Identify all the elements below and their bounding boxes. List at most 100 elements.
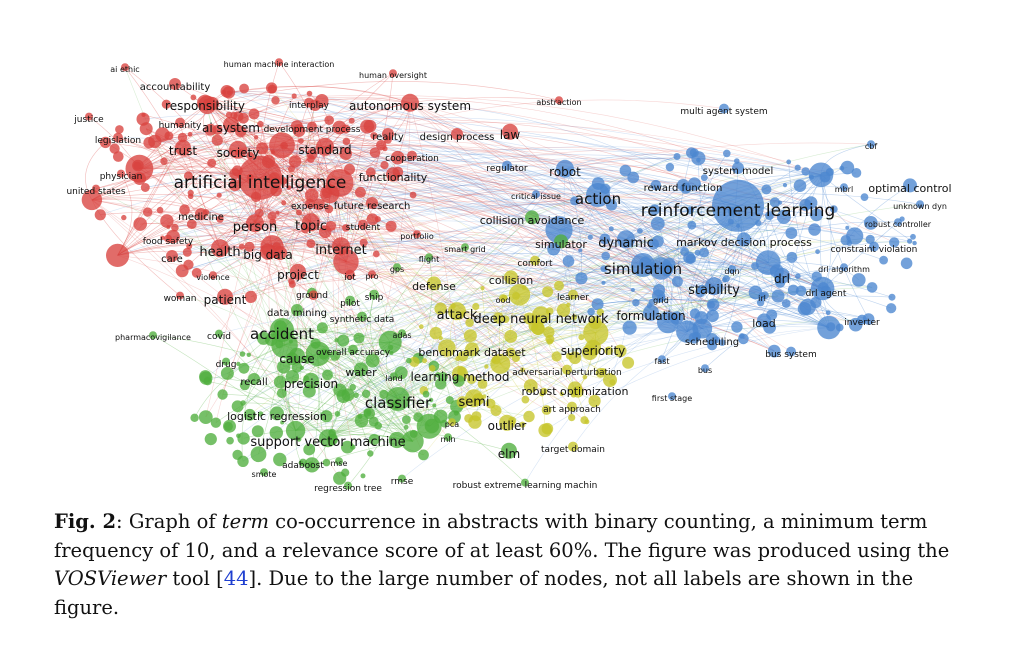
edge [124, 67, 296, 431]
node-pilot [345, 295, 355, 306]
edge [324, 99, 725, 148]
label-target-domain: target domain [541, 445, 605, 455]
label-scheduling: scheduling [685, 337, 739, 348]
node-mse [335, 457, 343, 466]
edge [272, 246, 454, 307]
edge [327, 399, 432, 439]
edge [317, 202, 775, 355]
node [484, 364, 489, 369]
label-pilot: pilot [340, 299, 360, 309]
node [599, 233, 611, 245]
node [606, 199, 618, 211]
node-abstraction [555, 96, 563, 105]
node [276, 388, 287, 399]
edge [254, 158, 830, 224]
node-health [211, 239, 229, 258]
edge [219, 72, 394, 249]
edge [182, 240, 662, 272]
label-robot: robot [549, 165, 581, 179]
node [680, 247, 689, 256]
node [236, 361, 241, 367]
node [228, 179, 242, 192]
node [419, 324, 424, 329]
label-artificial-intelligence: artificial intelligence [174, 173, 347, 193]
edge [609, 239, 631, 381]
node [770, 264, 784, 278]
edge [367, 238, 627, 413]
label-superiority: superiority [561, 344, 626, 358]
label-ground: ground [296, 291, 328, 301]
node [760, 291, 769, 300]
node-collision-avoidance [525, 210, 539, 225]
label-united-states: united states [66, 187, 125, 197]
node [392, 166, 404, 178]
node [211, 134, 223, 146]
node [216, 192, 222, 198]
edge [139, 147, 263, 169]
node [673, 153, 681, 160]
edge [324, 146, 652, 314]
edge [769, 215, 830, 328]
node [361, 389, 371, 398]
edge [355, 194, 599, 396]
label-pharmacovigilance: pharmacovigilance [115, 333, 191, 342]
label-accountability: accountability [140, 82, 211, 93]
node [787, 284, 799, 296]
node [699, 247, 710, 258]
node [227, 90, 232, 96]
node [269, 426, 283, 440]
edge [117, 255, 397, 406]
node [434, 302, 447, 315]
node [186, 219, 197, 230]
node-overall-accuracy [348, 344, 358, 355]
citation-link[interactable]: 44 [223, 567, 249, 590]
node [238, 243, 245, 250]
node [246, 151, 255, 160]
node-united-states [92, 184, 100, 193]
node-synthetic-data [357, 311, 367, 322]
edge [91, 199, 568, 370]
edge [275, 194, 599, 333]
node [422, 390, 430, 398]
edge [378, 285, 715, 426]
edge [272, 230, 670, 265]
node [392, 399, 398, 405]
node [588, 394, 601, 408]
label-smart-grid: smart grid [444, 245, 486, 254]
node [251, 425, 264, 438]
node [541, 422, 554, 435]
label-mse: mse [331, 459, 348, 468]
node-internet [332, 237, 350, 256]
edge [105, 142, 312, 223]
edge [315, 282, 715, 344]
edge [327, 406, 457, 439]
node [493, 312, 504, 324]
edge [218, 223, 256, 334]
edge [117, 169, 350, 256]
node [696, 157, 701, 163]
node [306, 90, 313, 97]
edge [207, 94, 826, 178]
node [601, 251, 610, 261]
node [217, 389, 228, 400]
edge [296, 146, 326, 356]
node [825, 168, 834, 176]
node-dqn [728, 265, 736, 274]
label-functionality: functionality [359, 171, 428, 184]
node [226, 436, 234, 445]
node [275, 340, 284, 349]
node [281, 200, 287, 206]
node [771, 289, 785, 303]
edge [91, 199, 340, 479]
node-art-approach [567, 401, 577, 412]
node [542, 286, 554, 298]
node [368, 434, 380, 445]
edge [506, 327, 829, 424]
node [365, 353, 380, 368]
node [457, 366, 466, 376]
edge [206, 102, 330, 195]
node [160, 235, 165, 241]
node-unknown-dyn [916, 200, 924, 209]
label-development-process: development process [264, 125, 361, 135]
label-simulator: simulator [535, 238, 587, 251]
